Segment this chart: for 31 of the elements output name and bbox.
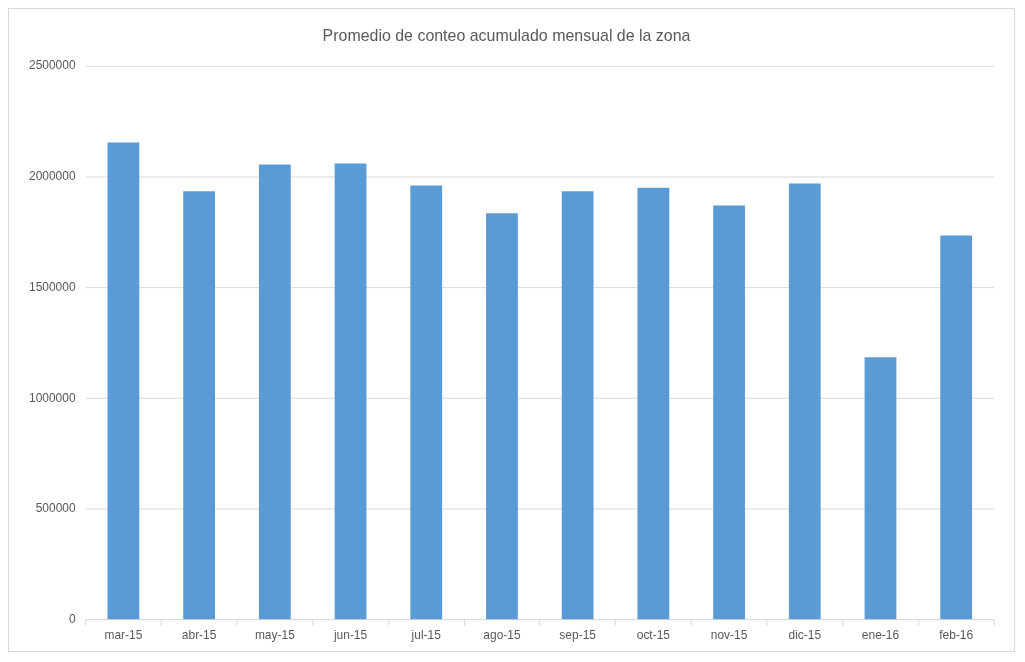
y-tick-label: 0 xyxy=(68,612,76,626)
x-tick-label: ene-16 xyxy=(861,628,900,643)
bar xyxy=(561,191,594,620)
bar xyxy=(788,183,821,620)
x-tick-label: feb-16 xyxy=(939,628,974,643)
bar xyxy=(258,164,291,620)
x-tick-label: jul-15 xyxy=(410,628,442,643)
x-tick-label: oct-15 xyxy=(636,628,671,643)
x-tick-label: ago-15 xyxy=(483,628,521,643)
bar xyxy=(637,187,670,620)
x-tick-label: nov-15 xyxy=(710,628,748,643)
bar xyxy=(713,205,745,620)
y-tick-label: 1500000 xyxy=(29,279,76,294)
bar xyxy=(864,357,897,620)
y-tick-label: 2500000 xyxy=(29,58,76,73)
x-tick-label: jun-15 xyxy=(332,628,368,643)
bar xyxy=(486,213,518,620)
bar xyxy=(107,142,140,620)
y-tick-label: 2000000 xyxy=(29,169,76,184)
x-tick-label: sep-15 xyxy=(559,628,597,643)
x-tick-label: mar-15 xyxy=(104,628,143,643)
y-tick-label: 1000000 xyxy=(29,390,76,405)
bar xyxy=(940,235,973,620)
x-tick-label: may-15 xyxy=(254,628,296,643)
bar xyxy=(183,191,216,620)
y-tick-label: 500000 xyxy=(35,501,76,516)
x-tick-label: abr-15 xyxy=(181,628,217,643)
bar xyxy=(410,185,443,620)
bar xyxy=(334,163,367,620)
x-tick-label: dic-15 xyxy=(788,628,822,643)
chart-title: Promedio de conteo acumulado mensual de la zona xyxy=(322,26,691,44)
